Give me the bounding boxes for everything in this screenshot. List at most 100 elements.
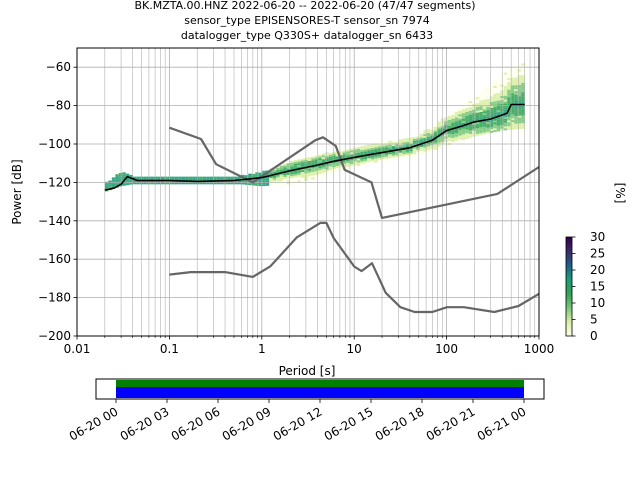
density-cell bbox=[311, 174, 314, 176]
density-cell bbox=[514, 120, 517, 122]
density-cell bbox=[458, 139, 461, 141]
density-cell bbox=[301, 174, 304, 176]
density-cell bbox=[434, 129, 437, 131]
density-cell bbox=[325, 154, 328, 156]
density-cell bbox=[486, 112, 489, 114]
density-cell bbox=[479, 127, 482, 129]
density-cell bbox=[290, 172, 293, 174]
density-cell bbox=[476, 97, 479, 99]
density-cell bbox=[458, 120, 461, 122]
density-cell bbox=[434, 131, 437, 133]
density-cell bbox=[154, 177, 157, 179]
density-cell bbox=[378, 150, 381, 152]
density-cell bbox=[469, 118, 472, 120]
density-cell bbox=[476, 95, 479, 97]
density-cell bbox=[360, 150, 363, 152]
density-cell bbox=[406, 152, 409, 154]
density-cell bbox=[521, 110, 524, 112]
density-cell bbox=[469, 136, 472, 138]
density-cell bbox=[322, 153, 325, 155]
y-tick-label: −60 bbox=[46, 60, 71, 74]
density-cell bbox=[192, 177, 195, 179]
density-cell bbox=[388, 156, 391, 158]
density-cell bbox=[476, 134, 479, 136]
density-cell bbox=[413, 137, 416, 139]
density-cell bbox=[129, 175, 132, 177]
density-cell bbox=[476, 113, 479, 115]
density-cell bbox=[262, 184, 265, 186]
density-cell bbox=[504, 107, 507, 109]
density-cell bbox=[322, 155, 325, 157]
density-cell bbox=[486, 101, 489, 103]
density-cell bbox=[290, 165, 293, 167]
density-cell bbox=[217, 177, 220, 179]
density-cell bbox=[427, 148, 430, 150]
density-cell bbox=[420, 151, 423, 153]
density-cell bbox=[451, 142, 454, 144]
density-cell bbox=[504, 86, 507, 88]
density-cell bbox=[455, 139, 458, 141]
density-cell bbox=[483, 100, 486, 102]
colorbar-tick-label: 25 bbox=[590, 247, 605, 261]
density-cell bbox=[318, 174, 321, 176]
density-cell bbox=[374, 157, 377, 159]
density-cell bbox=[479, 102, 482, 104]
density-cell bbox=[308, 174, 311, 176]
density-cell bbox=[427, 131, 430, 133]
timeline-tick-label: 06-20 09 bbox=[220, 404, 274, 443]
density-cell bbox=[406, 155, 409, 157]
density-cell bbox=[493, 111, 496, 113]
density-cell bbox=[434, 148, 437, 150]
density-cell bbox=[521, 106, 524, 108]
density-cell bbox=[367, 156, 370, 158]
colorbar-tick-label: 30 bbox=[590, 230, 605, 244]
density-cell bbox=[483, 104, 486, 106]
density-cell bbox=[490, 110, 493, 112]
density-cell bbox=[357, 164, 360, 166]
density-cell bbox=[490, 125, 493, 127]
density-cell bbox=[465, 110, 468, 112]
density-cell bbox=[325, 171, 328, 173]
density-cell bbox=[399, 155, 402, 157]
density-cell bbox=[276, 179, 279, 181]
density-cell bbox=[388, 145, 391, 147]
density-cell bbox=[371, 150, 374, 152]
density-cell bbox=[507, 76, 510, 78]
density-cell bbox=[360, 162, 363, 164]
density-cell bbox=[472, 115, 475, 117]
density-cell bbox=[514, 99, 517, 101]
density-cell bbox=[385, 149, 388, 151]
density-cell bbox=[493, 98, 496, 100]
density-cell bbox=[360, 148, 363, 150]
density-cell bbox=[486, 114, 489, 116]
density-cell bbox=[493, 94, 496, 96]
density-cell bbox=[521, 108, 524, 110]
density-cell bbox=[521, 64, 524, 66]
density-cell bbox=[507, 95, 510, 97]
density-cell bbox=[203, 179, 206, 181]
density-cell bbox=[493, 92, 496, 94]
density-cell bbox=[504, 88, 507, 90]
density-cell bbox=[115, 180, 118, 182]
density-cell bbox=[493, 109, 496, 111]
density-cell bbox=[455, 114, 458, 116]
density-cell bbox=[276, 177, 279, 179]
density-cell bbox=[504, 84, 507, 86]
density-cell bbox=[192, 179, 195, 181]
density-cell bbox=[420, 133, 423, 135]
density-cell bbox=[469, 130, 472, 132]
density-cell bbox=[479, 110, 482, 112]
density-cell bbox=[504, 117, 507, 119]
density-cell bbox=[465, 137, 468, 139]
density-cell bbox=[203, 177, 206, 179]
density-cell bbox=[514, 127, 517, 129]
density-cell bbox=[451, 130, 454, 132]
density-cell bbox=[294, 179, 297, 181]
density-cell bbox=[220, 177, 223, 179]
density-cell bbox=[469, 101, 472, 103]
density-cell bbox=[182, 177, 185, 179]
density-cell bbox=[105, 184, 108, 186]
coverage-bars bbox=[116, 380, 524, 398]
density-cell bbox=[490, 83, 493, 85]
density-cell bbox=[343, 160, 346, 162]
